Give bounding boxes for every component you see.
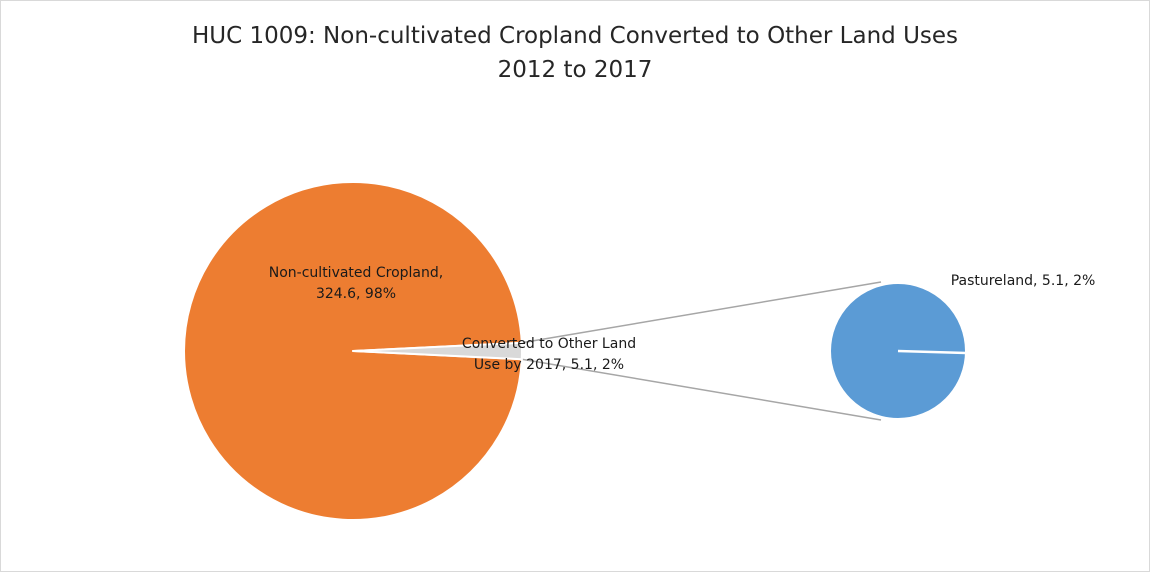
connector-line-lower	[521, 358, 882, 421]
pie-slice-converted-to-other-land-use-by-2017	[352, 341, 523, 361]
data-label-non-cultivated-cropland: Non-cultivated Cropland, 324.6, 98%	[269, 265, 443, 302]
data-label-converted: Converted to Other Land Use by 2017, 5.1,…	[462, 336, 636, 373]
data-label-converted-line: Use by 2017, 5.1, 2%	[474, 357, 624, 373]
data-label-pastureland-line: Pastureland, 5.1, 2%	[951, 273, 1096, 289]
secondary-pie-separator	[897, 349, 967, 355]
chart-title: HUC 1009: Non-cultivated Cropland Conver…	[1, 19, 1149, 87]
chart-subtitle: 2012 to 2017	[497, 57, 653, 83]
secondary-pie-outline	[829, 282, 967, 420]
chart-title-line: HUC 1009: Non-cultivated Cropland Conver…	[191, 23, 959, 49]
data-label-pastureland: Pastureland, 5.1, 2%	[951, 273, 1096, 289]
data-label-non-cultivated-cropland-line: 324.6, 98%	[316, 286, 396, 302]
connector-line-upper	[521, 281, 882, 344]
data-label-converted-line: Converted to Other Land	[462, 336, 636, 352]
data-label-non-cultivated-cropland-line: Non-cultivated Cropland,	[269, 265, 443, 281]
